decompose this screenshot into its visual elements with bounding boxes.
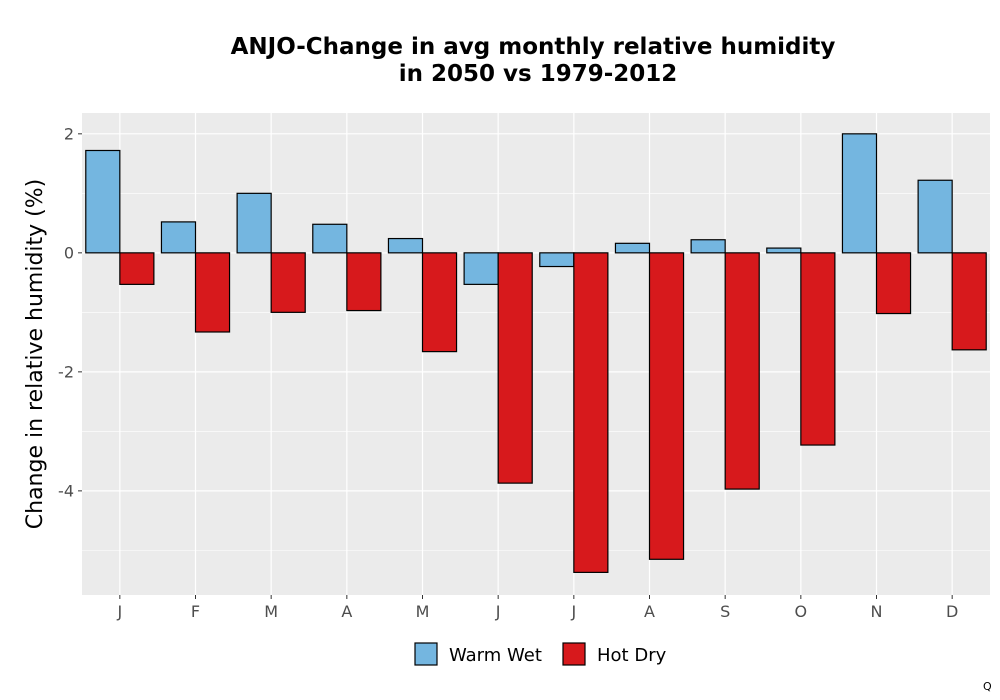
x-tick-label: F bbox=[191, 602, 200, 621]
bar-warm-wet bbox=[463, 252, 499, 285]
x-tick-label: M bbox=[416, 602, 430, 621]
bar-hot-dry bbox=[800, 252, 836, 446]
x-tick-label: A bbox=[644, 602, 655, 621]
grid-minor bbox=[82, 193, 990, 551]
legend: Warm Wet Hot Dry bbox=[414, 642, 667, 666]
y-tick-label: -2 bbox=[58, 362, 74, 381]
y-tick-label: 0 bbox=[64, 243, 74, 262]
chart-title-line2: in 2050 vs 1979-2012 bbox=[399, 61, 678, 87]
x-tick-label: N bbox=[871, 602, 883, 621]
y-axis-ticks: 2 0 -2 -4 bbox=[58, 124, 82, 500]
x-tick-label: S bbox=[720, 602, 730, 621]
bar-warm-wet bbox=[841, 133, 878, 254]
bar-hot-dry bbox=[648, 252, 685, 560]
bar-hot-dry bbox=[573, 252, 609, 573]
x-tick-label: M bbox=[264, 602, 278, 621]
bar-hot-dry bbox=[119, 252, 155, 285]
bar-warm-wet bbox=[539, 252, 575, 268]
legend-key-warm-wet bbox=[414, 642, 438, 666]
bar-warm-wet bbox=[690, 239, 726, 254]
bars bbox=[85, 133, 987, 573]
legend-label-warm-wet: Warm Wet bbox=[449, 645, 542, 666]
bar-warm-wet bbox=[387, 237, 424, 254]
y-tick-label: -4 bbox=[58, 481, 74, 500]
bar-hot-dry bbox=[194, 252, 231, 333]
bar-hot-dry bbox=[497, 252, 533, 484]
bar-warm-wet bbox=[766, 247, 802, 254]
y-tick-label: 2 bbox=[64, 124, 74, 143]
bar-warm-wet bbox=[236, 192, 272, 254]
bar-warm-wet bbox=[85, 149, 121, 254]
x-tick-label: J bbox=[570, 602, 576, 621]
x-tick-label: O bbox=[795, 602, 808, 621]
bar-hot-dry bbox=[724, 252, 760, 490]
legend-label-hot-dry: Hot Dry bbox=[597, 645, 667, 666]
legend-key-hot-dry bbox=[562, 642, 586, 666]
bar-hot-dry bbox=[875, 252, 912, 315]
bar-hot-dry bbox=[346, 252, 382, 312]
bar-hot-dry bbox=[270, 252, 306, 313]
x-tick-label: J bbox=[116, 602, 122, 621]
bar-hot-dry bbox=[951, 252, 987, 351]
bar-warm-wet bbox=[160, 221, 197, 254]
bar-warm-wet bbox=[917, 179, 953, 254]
chart-title-line1: ANJO-Change in avg monthly relative humi… bbox=[231, 34, 836, 60]
bar-warm-wet bbox=[312, 223, 348, 254]
corner-mark: Q bbox=[983, 680, 992, 693]
y-axis-title: Change in relative humidity (%) bbox=[23, 179, 48, 529]
x-tick-label: A bbox=[341, 602, 352, 621]
x-tick-label: D bbox=[946, 602, 958, 621]
x-tick-label: J bbox=[495, 602, 501, 621]
bar-warm-wet bbox=[614, 242, 651, 254]
bar-hot-dry bbox=[421, 252, 458, 353]
